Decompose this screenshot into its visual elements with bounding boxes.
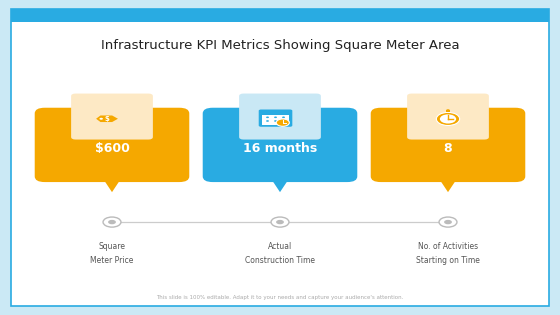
- Text: $600: $600: [95, 141, 129, 155]
- Circle shape: [276, 220, 284, 224]
- Circle shape: [282, 120, 285, 122]
- FancyBboxPatch shape: [35, 108, 189, 182]
- Text: Actual
Construction Time: Actual Construction Time: [245, 243, 315, 265]
- FancyBboxPatch shape: [71, 94, 153, 140]
- Circle shape: [100, 118, 103, 120]
- Polygon shape: [100, 173, 124, 192]
- Circle shape: [276, 119, 290, 126]
- Circle shape: [274, 117, 277, 118]
- Bar: [11, 9, 549, 22]
- Circle shape: [440, 114, 456, 123]
- Circle shape: [446, 109, 450, 111]
- Text: $: $: [105, 116, 109, 122]
- Text: This slide is 100% editable. Adapt it to your needs and capture your audience's : This slide is 100% editable. Adapt it to…: [156, 295, 404, 300]
- Circle shape: [282, 117, 285, 118]
- Text: 16 months: 16 months: [243, 141, 317, 155]
- Polygon shape: [96, 116, 118, 122]
- Circle shape: [103, 217, 121, 227]
- FancyBboxPatch shape: [11, 9, 549, 306]
- Text: Square
Meter Price: Square Meter Price: [90, 243, 134, 265]
- Circle shape: [271, 217, 289, 227]
- Polygon shape: [267, 173, 292, 192]
- Circle shape: [439, 217, 457, 227]
- FancyBboxPatch shape: [407, 94, 489, 140]
- Text: 8: 8: [444, 141, 452, 155]
- Circle shape: [274, 120, 277, 122]
- FancyBboxPatch shape: [259, 110, 292, 127]
- FancyBboxPatch shape: [239, 94, 321, 140]
- Circle shape: [108, 220, 116, 224]
- Circle shape: [266, 120, 269, 122]
- Text: Infrastructure KPI Metrics Showing Square Meter Area: Infrastructure KPI Metrics Showing Squar…: [101, 39, 459, 52]
- Circle shape: [436, 112, 460, 125]
- FancyBboxPatch shape: [263, 115, 288, 125]
- Bar: [261, 111, 290, 115]
- Circle shape: [444, 220, 452, 224]
- Bar: [446, 110, 450, 112]
- FancyBboxPatch shape: [203, 108, 357, 182]
- Text: No. of Activities
Starting on Time: No. of Activities Starting on Time: [416, 243, 480, 265]
- Polygon shape: [436, 173, 460, 192]
- FancyBboxPatch shape: [371, 108, 525, 182]
- Circle shape: [266, 117, 269, 118]
